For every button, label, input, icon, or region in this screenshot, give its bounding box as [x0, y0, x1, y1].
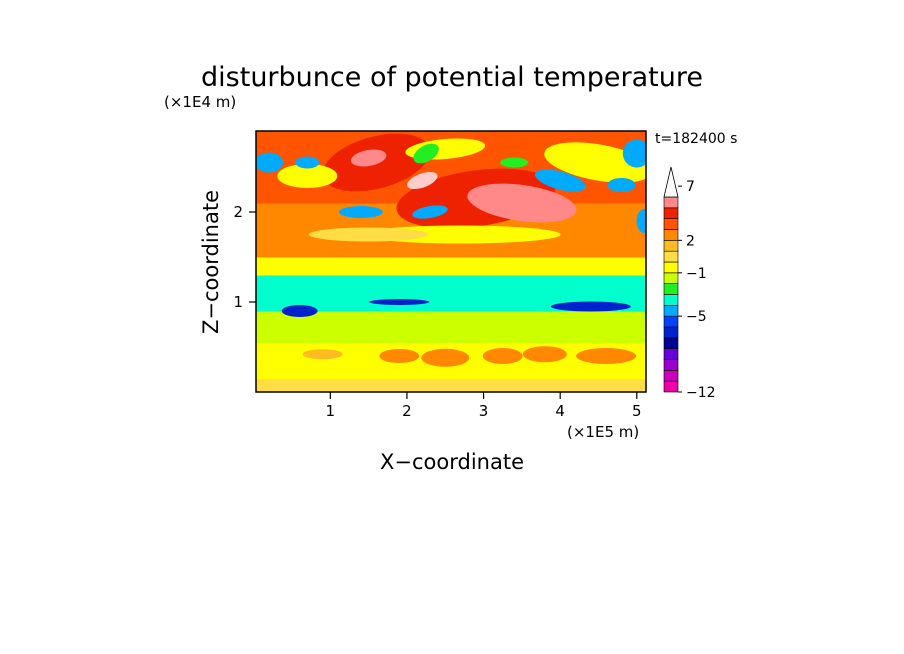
colorbar-swatch [663, 305, 679, 317]
colorbar-swatch [663, 229, 679, 241]
warm-patch [421, 348, 470, 367]
x-tick-label: 3 [479, 402, 489, 420]
contour-band [256, 257, 646, 276]
colorbar-swatch [663, 196, 679, 209]
x-axis: 1 2 3 4 5 [326, 392, 642, 420]
warm-patch [302, 349, 343, 360]
colorbar-tick-label: −1 [686, 266, 707, 282]
warm-core [350, 149, 387, 167]
x-tick-label: 5 [632, 402, 642, 420]
colorbar-tick-label: 7 [686, 179, 695, 195]
x-tick-label: 4 [555, 402, 565, 420]
cold-core [500, 157, 529, 168]
cold-core [607, 178, 636, 192]
colorbar-extension [663, 166, 679, 198]
contour-features [256, 133, 646, 367]
y-axis: 12 [233, 203, 256, 311]
cold-core [413, 143, 439, 164]
cold-core [534, 169, 586, 192]
warm-patch [482, 348, 523, 364]
colorbar-swatch [663, 380, 679, 393]
colorbar: −12−5−127 [663, 166, 716, 401]
chart-title: disturbunce of potential temperature [201, 62, 703, 93]
cold-ridge [281, 305, 318, 317]
colorbar-swatch [663, 240, 679, 252]
warm-patch [576, 348, 637, 364]
colorbar-swatch [663, 326, 679, 339]
colorbar-tick-label: −12 [686, 385, 716, 401]
y-axis-label: Z−coordinate [199, 190, 223, 334]
time-label: t=182400 s [655, 131, 737, 147]
cold-ridge [369, 299, 430, 305]
cold-core [412, 205, 448, 219]
y-unit-label: (×1E4 m) [164, 93, 236, 111]
plot-frame [255, 130, 647, 393]
x-unit-label: (×1E5 m) [567, 423, 639, 441]
plot-area [256, 131, 646, 392]
contour-band [256, 311, 646, 343]
y-tick-label: 2 [233, 203, 243, 221]
colorbar-swatch [663, 359, 679, 371]
colorbar-swatch [663, 337, 679, 349]
colorbar-swatch [663, 250, 679, 263]
x-axis-label: X−coordinate [380, 450, 524, 474]
colorbar-swatch [663, 370, 679, 382]
x-tick-label: 2 [402, 402, 412, 420]
cool-streak [308, 227, 429, 242]
colorbar-tick-label: −5 [686, 309, 707, 325]
x-tick-label: 1 [326, 402, 336, 420]
y-tick-label: 1 [233, 293, 243, 311]
cold-core [256, 152, 284, 173]
colorbar-swatch [663, 218, 679, 230]
contour-band [256, 378, 646, 392]
colorbar-swatch [663, 261, 679, 274]
colorbar-swatch [663, 207, 679, 219]
cold-core [636, 209, 646, 233]
colorbar-swatch [663, 315, 679, 328]
colorbar-swatch [663, 348, 679, 360]
cold-core [295, 156, 320, 169]
cold-core [622, 139, 646, 168]
warm-core [407, 171, 438, 190]
cool-region [277, 164, 338, 188]
colorbar-swatch [663, 272, 679, 284]
colorbar-swatch [663, 283, 679, 295]
colorbar-tick-label: 2 [686, 233, 695, 249]
warm-patch [379, 349, 420, 363]
cold-core [338, 206, 383, 218]
warm-patch [522, 346, 567, 363]
colorbar-swatch [663, 294, 679, 306]
warm-region [467, 183, 577, 223]
cold-ridge [550, 301, 631, 312]
